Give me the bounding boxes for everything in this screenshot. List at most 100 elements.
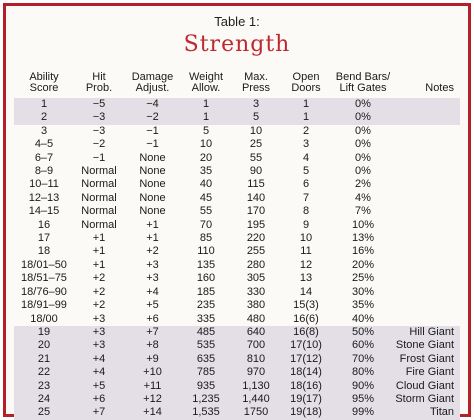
cell-weight-allow: 40 <box>199 178 213 191</box>
cell-open-doors: 18(14) <box>281 366 331 380</box>
cell-weight-allow: 1,535 <box>181 406 231 420</box>
table-row: 8–9 Normal None 35 90 5 0% <box>14 165 460 178</box>
table-row: 10–11 Normal None 40 115 6 2% <box>14 178 460 191</box>
cell-max-press: 3 <box>231 98 281 112</box>
table-row: 23 +5 +11 935 1,130 18(16) 90% Cloud Giant <box>14 379 460 393</box>
cell-damage-adjust: +12 <box>124 392 181 407</box>
cell-open-doors: 19(17) <box>281 392 331 407</box>
cell-bend-bars: 30% <box>351 285 375 298</box>
cell-damage-adjust: +5 <box>146 299 159 312</box>
table-row: 17 +1 +1 85 220 10 13% <box>14 232 460 245</box>
cell-weight-allow: 110 <box>197 245 215 258</box>
cell-notes <box>395 205 460 218</box>
cell-weight-allow: 535 <box>181 339 231 353</box>
cell-ability-score: 18/00 <box>30 312 58 325</box>
cell-open-doors: 1 <box>281 98 331 112</box>
cell-hit-prob: +7 <box>74 406 124 420</box>
cell-weight-allow: 335 <box>196 312 216 325</box>
cell-notes <box>395 178 460 191</box>
cell-bend-bars: 0% <box>355 124 371 137</box>
cell-ability-score: 1 <box>14 98 74 112</box>
cell-hit-prob: −3 <box>92 124 106 137</box>
cell-open-doors: 15(3) <box>293 299 319 312</box>
cell-bend-bars: 0% <box>331 98 395 112</box>
cell-bend-bars: 60% <box>331 339 395 353</box>
table-frame: Table 1: Strength Ability Score Hit Prob… <box>3 3 471 420</box>
cell-max-press: 330 <box>246 285 266 298</box>
cell-damage-adjust: −1 <box>146 138 159 151</box>
cell-weight-allow: 20 <box>199 151 213 164</box>
cell-notes <box>395 152 460 165</box>
cell-notes <box>395 165 460 178</box>
cell-open-doors: 9 <box>302 218 310 231</box>
cell-weight-allow: 160 <box>196 272 216 285</box>
cell-notes <box>395 98 460 112</box>
cell-weight-allow: 185 <box>196 285 216 298</box>
cell-hit-prob: +6 <box>74 392 124 407</box>
cell-hit-prob: +3 <box>74 325 124 340</box>
cell-max-press: 810 <box>231 352 281 367</box>
cell-hit-prob: −3 <box>74 111 124 125</box>
cell-damage-adjust: None <box>139 205 166 218</box>
cell-notes: Cloud Giant <box>395 379 460 393</box>
cell-weight-allow: 5 <box>202 124 210 137</box>
cell-open-doors: 6 <box>302 178 310 191</box>
cell-ability-score: 18/91–99 <box>21 299 67 312</box>
table-row: 12–13 Normal None 45 140 7 4% <box>14 192 460 205</box>
cell-open-doors: 8 <box>302 205 310 218</box>
table-row: 20 +3 +8 535 700 17(10) 60% Stone Giant <box>14 339 460 353</box>
cell-notes <box>395 138 460 151</box>
cell-weight-allow: 1,235 <box>181 392 231 407</box>
cell-notes <box>395 232 460 245</box>
cell-weight-allow: 1 <box>181 111 231 125</box>
cell-hit-prob: −2 <box>92 138 106 151</box>
cell-ability-score: 3 <box>40 124 48 137</box>
cell-notes <box>395 272 460 285</box>
cell-hit-prob: +4 <box>74 352 124 367</box>
cell-max-press: 970 <box>231 366 281 380</box>
cell-hit-prob: Normal <box>81 178 117 191</box>
cell-ability-score: 8–9 <box>34 165 54 178</box>
cell-open-doors: 1 <box>281 111 331 125</box>
table-row: 24 +6 +12 1,235 1,440 19(17) 95% Storm Giant <box>14 392 460 407</box>
cell-open-doors: 4 <box>302 151 310 164</box>
cell-hit-prob: +5 <box>74 379 124 393</box>
cell-hit-prob: −5 <box>74 98 124 112</box>
cell-weight-allow: 1 <box>181 98 231 112</box>
cell-damage-adjust: −1 <box>146 124 159 137</box>
cell-max-press: 280 <box>246 258 266 271</box>
cell-weight-allow: 135 <box>196 258 216 271</box>
cell-damage-adjust: +6 <box>146 312 159 325</box>
table-row: 4–5 −2 −1 10 25 3 0% <box>14 138 460 151</box>
cell-max-press: 90 <box>249 165 263 178</box>
cell-bend-bars: 10% <box>351 218 375 231</box>
cell-open-doors: 13 <box>299 272 313 285</box>
table-caption: Table 1: <box>214 14 260 29</box>
cell-max-press: 305 <box>246 272 266 285</box>
cell-max-press: 380 <box>246 299 266 312</box>
cell-damage-adjust: +9 <box>124 352 181 367</box>
cell-ability-score: 17 <box>37 232 51 245</box>
cell-ability-score: 14–15 <box>28 205 60 218</box>
cell-hit-prob: +3 <box>74 339 124 353</box>
cell-bend-bars: 80% <box>331 366 395 380</box>
cell-open-doors: 2 <box>302 124 310 137</box>
cell-weight-allow: 235 <box>196 299 216 312</box>
cell-bend-bars: 0% <box>355 151 371 164</box>
cell-ability-score: 6–7 <box>34 151 54 164</box>
table-row: 2 −3 −2 1 5 1 0% <box>14 111 460 125</box>
cell-max-press: 25 <box>249 138 263 151</box>
cell-notes: Hill Giant <box>395 325 460 340</box>
strength-table-container: Ability Score Hit Prob. Damage Adjust. W… <box>14 72 460 420</box>
col-header-hit-prob: Hit Prob. <box>85 71 113 94</box>
cell-hit-prob: +1 <box>92 232 106 245</box>
cell-ability-score: 10–11 <box>29 178 59 191</box>
table-row: 18/51–75 +2 +3 160 305 13 25% <box>14 272 460 285</box>
cell-hit-prob: Normal <box>81 191 117 204</box>
cell-damage-adjust: +11 <box>124 379 181 393</box>
cell-notes <box>395 219 460 232</box>
cell-bend-bars: 0% <box>331 111 395 125</box>
col-header-damage-adjust: Damage Adjust. <box>131 71 174 94</box>
cell-max-press: 5 <box>231 111 281 125</box>
table-row: 21 +4 +9 635 810 17(12) 70% Frost Giant <box>14 352 460 367</box>
